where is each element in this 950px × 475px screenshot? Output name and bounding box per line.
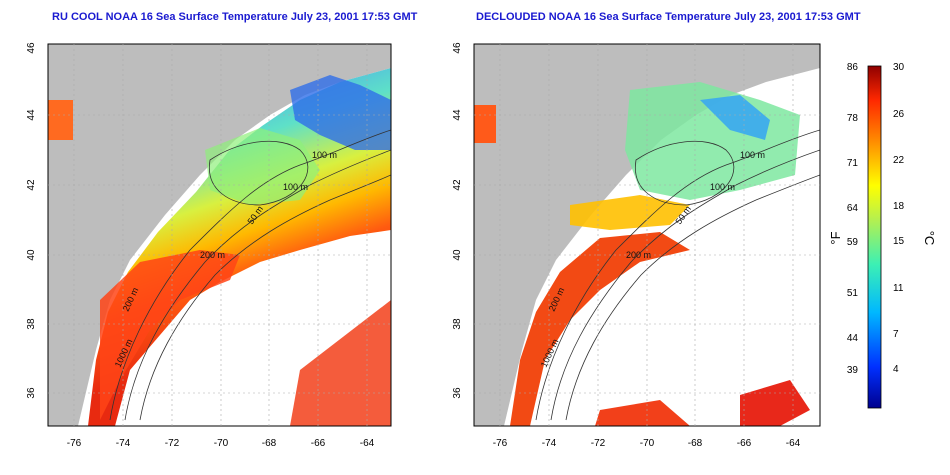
colorbar-gradient [867,65,882,409]
celsius-unit-label: °C [922,231,937,246]
isobath-contour [565,174,820,421]
contour-label: 100 m [740,150,765,160]
contour-label: 100 m [283,182,308,192]
fahrenheit-tick: 71 [847,158,859,169]
temperature-colorbar: 86 78 71 64 59 51 44 39 30 26 22 18 15 1… [828,62,937,409]
isobath-contour [124,149,391,421]
fahrenheit-tick: 64 [847,203,859,214]
right-y-axis: 46 44 42 40 38 36 [452,42,463,399]
transition-water-patch [570,195,690,230]
isobath-contour [634,140,735,206]
y-tick-label: 44 [26,109,37,121]
left-map-frame [47,43,392,427]
y-tick-label: 40 [26,249,37,261]
contour-label: 200 m [200,250,225,260]
celsius-tick: 22 [893,155,905,166]
x-tick-label: -76 [67,438,82,449]
y-tick-label: 36 [26,387,37,399]
left-x-axis: -76 -74 -72 -70 -68 -66 -64 [67,438,375,449]
isobath-contour [550,149,820,421]
warm-southeast-patch [290,300,391,426]
warm-water-patch [100,250,240,420]
inland-lake [474,105,496,143]
isobath-contour [208,140,309,206]
right-panel-title: DECLOUDED NOAA 16 Sea Surface Temperatur… [476,11,861,23]
fahrenheit-tick: 39 [847,365,859,376]
left-gridlines [48,44,391,426]
left-y-axis: 46 44 42 40 38 36 [26,42,37,399]
x-tick-label: -66 [311,438,326,449]
celsius-tick: 30 [893,62,905,73]
fahrenheit-tick: 51 [847,288,859,299]
celsius-tick: 11 [893,283,904,294]
y-tick-label: 36 [452,387,463,399]
x-tick-label: -70 [214,438,229,449]
isobath-contour [139,174,391,421]
georges-bank-patch [205,128,320,205]
celsius-ticks: 30 26 22 18 15 11 7 4 [893,62,905,375]
cold-water-patch [290,75,391,150]
x-tick-label: -66 [737,438,752,449]
y-tick-label: 40 [452,249,463,261]
y-tick-label: 46 [26,42,37,54]
x-tick-label: -64 [360,438,375,449]
fahrenheit-tick: 78 [847,113,859,124]
celsius-tick: 18 [893,201,905,212]
y-tick-label: 44 [452,109,463,121]
x-tick-label: -70 [640,438,655,449]
right-gridlines [474,44,820,426]
celsius-tick: 7 [893,329,899,340]
y-tick-label: 38 [452,318,463,330]
x-tick-label: -76 [493,438,508,449]
fahrenheit-ticks: 86 78 71 64 59 51 44 39 [847,62,859,376]
fahrenheit-tick: 86 [847,62,859,73]
y-tick-label: 42 [26,179,37,191]
y-tick-label: 38 [26,318,37,330]
left-panel-title: RU COOL NOAA 16 Sea Surface Temperature … [52,11,418,23]
fahrenheit-tick: 59 [847,237,859,248]
x-tick-label: -64 [786,438,801,449]
contour-label: 100 m [312,150,337,160]
contour-label: 200 m [626,250,651,260]
inland-lake [48,100,73,140]
cold-water-patch [700,95,770,140]
right-map-panel: 100 m 100 m 50 m 200 m 200 m 1000 m -76 … [452,42,821,449]
x-tick-label: -74 [116,438,131,449]
warm-water-patch [740,380,810,426]
isobath-contour [109,129,391,421]
x-tick-label: -68 [262,438,277,449]
warm-water-patch [510,232,690,426]
celsius-tick: 4 [893,364,899,375]
x-tick-label: -72 [165,438,180,449]
x-tick-label: -72 [591,438,606,449]
x-tick-label: -74 [542,438,557,449]
warm-water-patch [595,400,690,426]
fahrenheit-tick: 44 [847,333,859,344]
isobath-contour [535,129,820,421]
x-tick-label: -68 [688,438,703,449]
fahrenheit-unit-label: °F [828,231,843,244]
y-tick-label: 46 [452,42,463,54]
left-map-panel: 100 m 100 m 50 m 200 m 200 m 1000 m -76 … [26,42,392,449]
y-tick-label: 42 [452,179,463,191]
celsius-tick: 15 [893,236,905,247]
sst-field [88,68,391,426]
contour-label: 100 m [710,182,735,192]
celsius-tick: 26 [893,109,905,120]
right-x-axis: -76 -74 -72 -70 -68 -66 -64 [493,438,801,449]
